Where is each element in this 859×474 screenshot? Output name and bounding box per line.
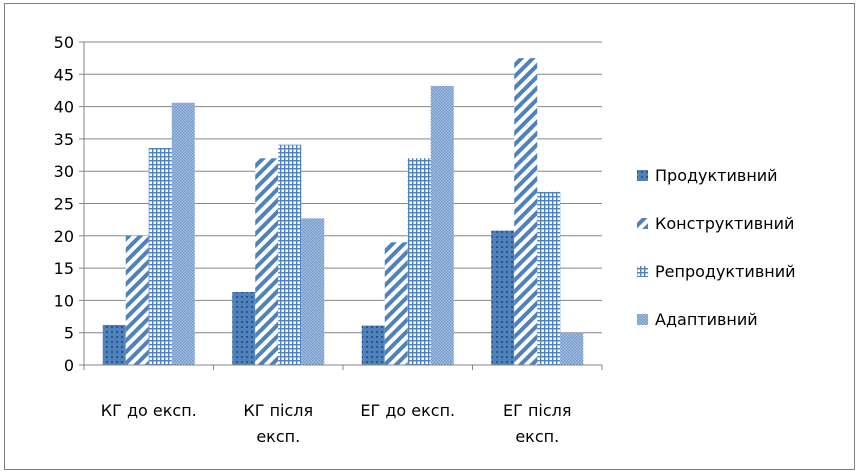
bar-2-2 [255,158,279,365]
x-category-label: КГ до експ. [101,401,197,420]
bar-3-1 [148,147,172,365]
y-tick-label: 30 [54,162,74,181]
bar-3-4 [537,191,561,365]
legend-label: Адаптивний [655,310,758,329]
legend-swatch [637,170,648,181]
y-tick-label: 50 [54,33,74,52]
bar-2-3 [384,242,408,365]
bar-4-4 [560,332,584,365]
bar-4-1 [171,102,195,365]
y-tick-label: 10 [54,291,74,310]
y-tick-label: 45 [54,65,74,84]
bars [102,58,584,366]
legend-label: Репродуктивний [655,262,796,281]
bar-1-4 [491,230,515,365]
bar-1-3 [361,325,385,365]
x-category-label: ЕГ до експ. [360,401,455,420]
legend-swatch [637,314,648,325]
x-category-label: ЕГ після експ. [503,401,572,446]
y-tick-label: 20 [54,227,74,246]
legend-swatch [637,266,648,277]
y-tick-label: 5 [64,324,74,343]
axes: 0 5 10 15 20 25 30 35 40 45 50 КГ до експ. КГ після е… [54,33,603,446]
bar-1-2 [232,292,256,365]
bar-2-4 [514,58,538,366]
legend-label: Продуктивний [655,166,778,185]
y-tick-label: 40 [54,98,74,117]
x-category-label: КГ після експ. [243,401,313,446]
bar-2-1 [125,235,149,365]
legend-label: Конструктивний [655,214,794,233]
y-tick-label: 15 [54,259,74,278]
y-tick-label: 25 [54,195,74,214]
bar-1-1 [102,324,126,365]
bar-3-2 [278,144,302,365]
legend-swatch [637,218,648,229]
y-tick-label: 0 [64,356,74,375]
y-tick-label: 35 [54,130,74,149]
bar-3-3 [407,158,431,365]
bar-4-3 [430,85,454,365]
legend: Продуктивний Конструктивний Репродуктивний… [637,166,796,329]
bar-4-2 [301,218,325,365]
